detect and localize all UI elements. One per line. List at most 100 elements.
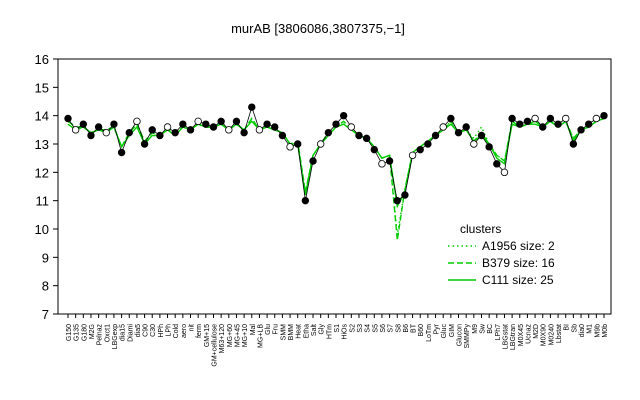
data-point bbox=[94, 123, 103, 131]
x-tick-label: Lbstat bbox=[556, 324, 563, 343]
data-point bbox=[309, 157, 317, 165]
x-tick-label: S2 bbox=[349, 324, 356, 333]
x-tick-label: C90 bbox=[143, 324, 150, 337]
data-point bbox=[125, 128, 133, 137]
x-tick-label: Gluc bbox=[441, 324, 448, 339]
data-point bbox=[171, 128, 179, 137]
data-point bbox=[401, 191, 409, 199]
data-point bbox=[110, 120, 118, 128]
data-point bbox=[271, 123, 279, 131]
x-tick-label: Sw bbox=[479, 323, 486, 334]
x-tick-label: MG+10 bbox=[242, 324, 249, 347]
data-point bbox=[516, 120, 524, 128]
data-point bbox=[263, 120, 271, 128]
x-tick-label: Glu bbox=[265, 324, 272, 335]
data-point bbox=[584, 120, 593, 128]
series-line-solid bbox=[67, 117, 605, 209]
x-tick-label: M2G bbox=[89, 324, 96, 339]
data-point bbox=[477, 131, 486, 140]
data-point bbox=[577, 126, 585, 134]
data-point bbox=[546, 114, 555, 123]
y-axis: 7 8 9 10 11 12 13 14 15 16 bbox=[35, 52, 58, 322]
data-point bbox=[316, 140, 325, 148]
x-tick-label: dia0 bbox=[579, 324, 586, 337]
data-point bbox=[485, 143, 493, 151]
data-point bbox=[470, 140, 478, 148]
x-tick-label: BC bbox=[487, 324, 494, 334]
x-tick-label: M9 bbox=[472, 324, 479, 334]
data-point bbox=[355, 131, 363, 140]
x-tick-label: M1 bbox=[587, 324, 594, 334]
data-point bbox=[148, 126, 156, 134]
x-tick-label: Mal bbox=[250, 324, 257, 336]
x-tick-label: B60 bbox=[418, 324, 425, 337]
data-point bbox=[278, 131, 287, 140]
data-point bbox=[431, 131, 440, 140]
x-tick-label: MG+45 bbox=[234, 324, 241, 347]
data-point bbox=[378, 160, 386, 168]
data-point bbox=[186, 126, 195, 134]
data-point bbox=[64, 114, 72, 123]
data-point bbox=[301, 196, 310, 205]
data-point bbox=[454, 128, 463, 137]
data-point bbox=[362, 134, 371, 143]
x-tick-label: BT bbox=[411, 323, 418, 333]
x-tick-label: BI bbox=[564, 324, 571, 331]
data-point bbox=[554, 120, 562, 128]
x-tick-label: Salt bbox=[311, 324, 318, 336]
x-tick-label: MG+60 bbox=[227, 324, 234, 347]
data-point bbox=[71, 126, 80, 134]
data-point bbox=[408, 151, 417, 160]
data-point bbox=[569, 140, 578, 148]
data-point bbox=[286, 143, 294, 151]
x-tick-label: Oxct1 bbox=[104, 324, 111, 342]
x-tick-label: Diami bbox=[127, 324, 134, 342]
data-point bbox=[600, 111, 608, 120]
x-tick-label: S7 bbox=[388, 324, 395, 333]
x-tick-label: LBGtran bbox=[510, 324, 517, 350]
data-point bbox=[508, 114, 516, 123]
data-point bbox=[539, 123, 547, 131]
data-point bbox=[416, 145, 424, 154]
data-point bbox=[117, 148, 126, 157]
x-tick-label: M0240 bbox=[548, 324, 555, 346]
y-tick-label: 13 bbox=[35, 137, 49, 152]
y-tick-label: 14 bbox=[35, 109, 49, 124]
x-tick-label: S5 bbox=[372, 324, 379, 333]
x-tick-label: LoTm bbox=[426, 324, 433, 342]
x-tick-label: LPh bbox=[166, 324, 173, 337]
x-tick-label: S6 bbox=[380, 324, 387, 333]
plot-frame bbox=[57, 58, 612, 315]
x-tick-label: HPh bbox=[158, 324, 165, 338]
data-point bbox=[385, 157, 394, 165]
data-point bbox=[179, 120, 187, 128]
x-tick-label: C30 bbox=[150, 324, 157, 337]
x-tick-label: G180 bbox=[81, 324, 88, 341]
x-tick-label: GIM bbox=[449, 324, 456, 337]
x-tick-label: Etha bbox=[303, 324, 310, 339]
x-tick-label: HTm bbox=[326, 324, 333, 339]
data-point bbox=[217, 117, 225, 126]
chart-title: murAB [3806086,3807375,−1] bbox=[231, 21, 405, 36]
legend-label: A1956 size: 2 bbox=[482, 239, 555, 253]
x-tick-label: Fru bbox=[273, 324, 280, 335]
data-point bbox=[87, 131, 95, 140]
data-point bbox=[240, 128, 248, 137]
data-point bbox=[202, 120, 210, 128]
x-tick-label: nit bbox=[189, 324, 196, 331]
x-tick-label: M9b bbox=[594, 324, 601, 338]
data-point bbox=[209, 123, 218, 131]
x-tick-label: LPh7 bbox=[495, 324, 502, 340]
data-point bbox=[156, 131, 164, 140]
y-tick-label: 11 bbox=[36, 194, 50, 209]
x-tick-label: G150 bbox=[66, 324, 73, 341]
x-tick-label: Heat bbox=[296, 324, 303, 339]
x-tick-label: Sb bbox=[571, 324, 578, 333]
x-tick-label: Ucnaz bbox=[525, 324, 532, 344]
y-tick-label: 8 bbox=[42, 279, 49, 294]
data-point bbox=[225, 126, 233, 134]
data-point bbox=[255, 126, 264, 134]
x-tick-label: M0X90 bbox=[541, 324, 548, 346]
x-tick-label: GM+15 bbox=[204, 324, 211, 347]
data-point bbox=[294, 140, 302, 148]
